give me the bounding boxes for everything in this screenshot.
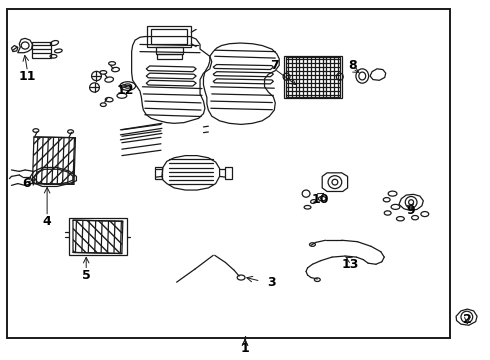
Bar <box>156 47 183 54</box>
Text: 1: 1 <box>241 342 249 355</box>
Bar <box>155 167 162 179</box>
Text: 13: 13 <box>342 258 359 271</box>
Bar <box>286 57 340 97</box>
Text: 3: 3 <box>267 276 275 289</box>
Text: 11: 11 <box>19 69 36 82</box>
Text: 7: 7 <box>270 59 279 72</box>
Bar <box>151 29 187 44</box>
Bar <box>157 54 182 59</box>
Bar <box>32 42 51 58</box>
Text: 5: 5 <box>82 269 91 282</box>
Bar <box>225 167 232 179</box>
Text: 9: 9 <box>407 204 416 217</box>
Bar <box>284 56 342 98</box>
Text: 4: 4 <box>43 215 51 228</box>
Text: 2: 2 <box>463 313 472 327</box>
Text: 8: 8 <box>348 59 357 72</box>
Text: 6: 6 <box>23 177 31 190</box>
Bar <box>69 218 127 255</box>
Text: 10: 10 <box>312 193 329 206</box>
Bar <box>147 26 191 47</box>
Text: 12: 12 <box>117 84 134 97</box>
